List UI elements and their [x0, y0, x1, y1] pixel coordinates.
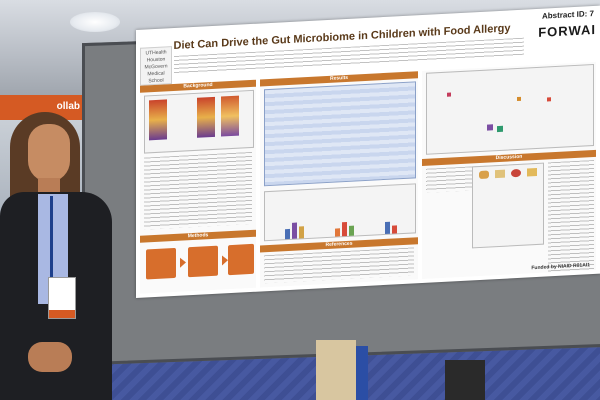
- chart-point: [517, 96, 521, 102]
- ceiling-light: [70, 12, 120, 32]
- brand-logo: FORWAI: [538, 21, 596, 40]
- results-column: Results References: [260, 71, 418, 288]
- arrow-icon: [180, 257, 186, 268]
- section-header-methods: Methods: [140, 229, 256, 243]
- chart-bar: [299, 226, 304, 239]
- chart-bar: [342, 221, 347, 237]
- presenter-hands: [28, 342, 72, 372]
- chart-bar: [335, 228, 340, 237]
- food-icon: [479, 170, 489, 180]
- chart-point: [447, 92, 451, 97]
- discussion-column: Discussion Funded by NIAID R01AI1: [422, 61, 596, 280]
- chart-bar: [292, 222, 297, 239]
- visitor-legs: [316, 340, 356, 400]
- food-icon: [495, 169, 505, 179]
- food-icons-figure: [472, 162, 544, 249]
- background-figure: [144, 89, 254, 154]
- references-text: [264, 247, 414, 284]
- chart-bar: [385, 221, 390, 234]
- heatmap-strip: [221, 95, 239, 137]
- results-table: [264, 81, 416, 187]
- results-bar-chart: [264, 183, 416, 242]
- chart-point: [497, 125, 503, 133]
- heatmap-strip: [197, 96, 215, 138]
- results-scatter-chart: [426, 63, 594, 155]
- food-icon: [511, 168, 521, 178]
- chart-bar: [392, 225, 397, 234]
- abstract-id: Abstract ID: 7: [541, 8, 594, 21]
- method-step: [188, 245, 218, 278]
- presenter: [0, 112, 120, 400]
- lanyard: [50, 196, 53, 286]
- chart-bar: [349, 225, 354, 236]
- chart-bar: [285, 228, 290, 240]
- food-icon: [527, 167, 537, 177]
- heatmap-strip: [149, 99, 167, 141]
- venue-banner-text: ollab: [56, 101, 80, 112]
- chart-point: [487, 124, 493, 131]
- badge-stripe: [49, 310, 75, 318]
- name-badge: [48, 277, 76, 319]
- visitor-legs: [445, 360, 485, 400]
- research-poster: UTHealth Houston McGovern Medical School…: [136, 5, 600, 298]
- institution-logo: UTHealth Houston McGovern Medical School: [140, 46, 172, 86]
- chart-point: [547, 97, 551, 102]
- stanchion-pole: [356, 346, 368, 400]
- discussion-bullets: [548, 159, 594, 273]
- presenter-face: [28, 124, 70, 182]
- method-step: [228, 243, 254, 276]
- method-step: [146, 247, 176, 280]
- background-column: Background Methods: [140, 79, 256, 294]
- background-text: [144, 151, 252, 230]
